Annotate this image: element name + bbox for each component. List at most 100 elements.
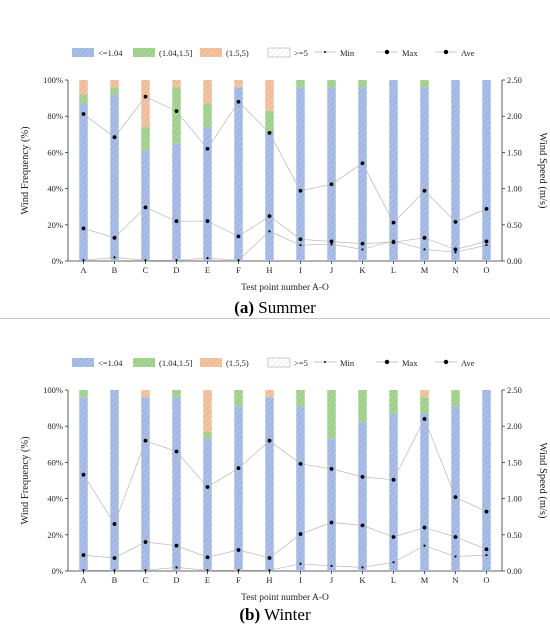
winter-legend-swatch-2: [200, 358, 222, 367]
summer-point-max-O: [484, 206, 489, 211]
summer-xtick-label-E: E: [205, 265, 210, 275]
summer-ytick-right-label-5: 2.50: [507, 75, 522, 85]
summer-xtick-label-N: N: [452, 265, 458, 275]
winter-point-min-B: [113, 569, 116, 572]
summer-bar-D-s2: [172, 80, 181, 88]
summer-ytick-right-label-2: 1.00: [507, 184, 522, 194]
winter-point-ave-I: [298, 532, 303, 536]
winter-point-min-F: [237, 569, 240, 572]
winter-bar-C-s2: [141, 390, 150, 398]
summer-bar-B-s2: [110, 80, 119, 88]
winter-point-max-L: [391, 477, 396, 482]
summer-line-max: [83, 96, 487, 224]
winter-xtick-label-C: C: [143, 575, 149, 585]
winter-bar-K-s1: [358, 390, 367, 423]
summer-bar-D-s1: [172, 87, 181, 144]
winter-bar-C-s0: [141, 397, 150, 571]
summer-line-min: [83, 230, 487, 261]
winter-point-ave-K: [360, 523, 365, 528]
summer-bar-B-s0: [110, 94, 119, 261]
summer-point-ave-O: [484, 239, 489, 244]
summer-legend-marker-4: [324, 51, 326, 53]
winter-ytick-left-label-2: 40%: [47, 494, 63, 504]
winter-bar-E-s0: [203, 438, 212, 571]
summer-ytick-left-label-0: 0%: [52, 256, 63, 266]
winter-bar-B-s0: [110, 390, 119, 571]
summer-bar-N-s0: [451, 80, 460, 261]
summer-point-min-A: [82, 259, 85, 262]
summer-ytick-right-label-3: 1.50: [507, 147, 522, 157]
summer-point-ave-K: [360, 241, 365, 246]
summer-point-max-F: [236, 99, 241, 104]
winter-point-max-M: [422, 417, 427, 421]
winter-bar-M-s2: [420, 390, 429, 398]
winter-point-ave-C: [143, 540, 148, 544]
winter-point-max-I: [298, 461, 303, 466]
winter-point-ave-O: [484, 547, 489, 552]
summer-bar-A-s0: [79, 103, 88, 261]
summer-legend-label-4: Min: [340, 48, 355, 58]
summer-xtick-label-K: K: [359, 265, 366, 275]
summer-bar-H-s1: [265, 110, 274, 133]
winter-bar-N-s1: [451, 390, 460, 407]
panel-divider: [0, 318, 550, 319]
summer-ylabel-left: Wind Frequency (%): [20, 126, 31, 215]
winter-point-max-J: [329, 467, 334, 471]
winter-legend-swatch-1: [133, 358, 155, 367]
winter-point-max-A: [81, 472, 86, 477]
summer-xtick-label-D: D: [173, 265, 179, 275]
winter-bar-F-s0: [234, 406, 243, 571]
summer-bar-J-s0: [327, 87, 336, 262]
winter-xtick-label-F: F: [236, 575, 241, 585]
winter-xtick-label-K: K: [359, 575, 366, 585]
summer-xtick-label-C: C: [143, 265, 149, 275]
winter-ytick-left-label-0: 0%: [52, 566, 63, 576]
summer-bar-F-s0: [234, 87, 243, 262]
summer-line-ave: [83, 206, 487, 250]
winter-bar-N-s0: [451, 406, 460, 571]
winter-xtick-label-N: N: [452, 575, 458, 585]
winter-ytick-right-label-4: 2.00: [507, 421, 522, 431]
summer-point-min-M: [423, 248, 426, 251]
summer-legend-label-6: Ave: [461, 48, 475, 58]
winter-ylabel-left: Wind Frequency (%): [20, 436, 31, 525]
summer-caption: (a) Summer: [0, 298, 550, 318]
summer-point-ave-H: [267, 214, 272, 219]
winter-point-ave-M: [422, 525, 427, 530]
winter-point-ave-B: [112, 556, 117, 560]
summer-bar-H-s2: [265, 80, 274, 111]
winter-xtick-label-O: O: [483, 575, 489, 585]
summer-point-min-K: [361, 248, 364, 251]
summer-xtick-label-J: J: [330, 265, 334, 275]
winter-point-min-O: [485, 553, 488, 557]
winter-ytick-left-label-1: 20%: [47, 530, 63, 540]
winter-point-max-D: [174, 449, 179, 454]
winter-point-ave-J: [329, 520, 334, 525]
summer-caption-letter: (a): [234, 298, 254, 317]
summer-ytick-left-label-1: 20%: [47, 220, 63, 230]
winter-caption: (b) Winter: [0, 605, 550, 625]
summer-point-ave-I: [298, 237, 303, 242]
summer-point-ave-B: [112, 235, 117, 240]
winter-point-max-B: [112, 522, 117, 526]
winter-point-ave-A: [81, 553, 86, 557]
winter-caption-text: Winter: [260, 605, 311, 624]
winter-xlabel: Test point number A-O: [241, 593, 329, 603]
summer-bar-L-s0: [389, 80, 398, 261]
summer-point-min-I: [299, 243, 302, 247]
winter-line-ave: [83, 522, 487, 559]
summer-bar-A-s1: [79, 94, 88, 104]
winter-point-ave-E: [205, 555, 210, 560]
summer-point-min-N: [454, 251, 457, 254]
winter-legend-label-6: Ave: [461, 358, 475, 368]
summer-legend-label-5: Max: [402, 48, 418, 58]
summer-point-max-N: [453, 220, 458, 224]
summer-ytick-left-label-2: 40%: [47, 184, 63, 194]
summer-point-max-K: [360, 161, 365, 166]
winter-point-min-N: [454, 555, 457, 558]
winter-bar-M-s0: [420, 413, 429, 571]
summer-bar-C-s1: [141, 127, 150, 151]
summer-legend-marker-5: [384, 49, 390, 55]
winter-point-max-H: [267, 438, 272, 443]
summer-point-min-F: [237, 259, 240, 262]
